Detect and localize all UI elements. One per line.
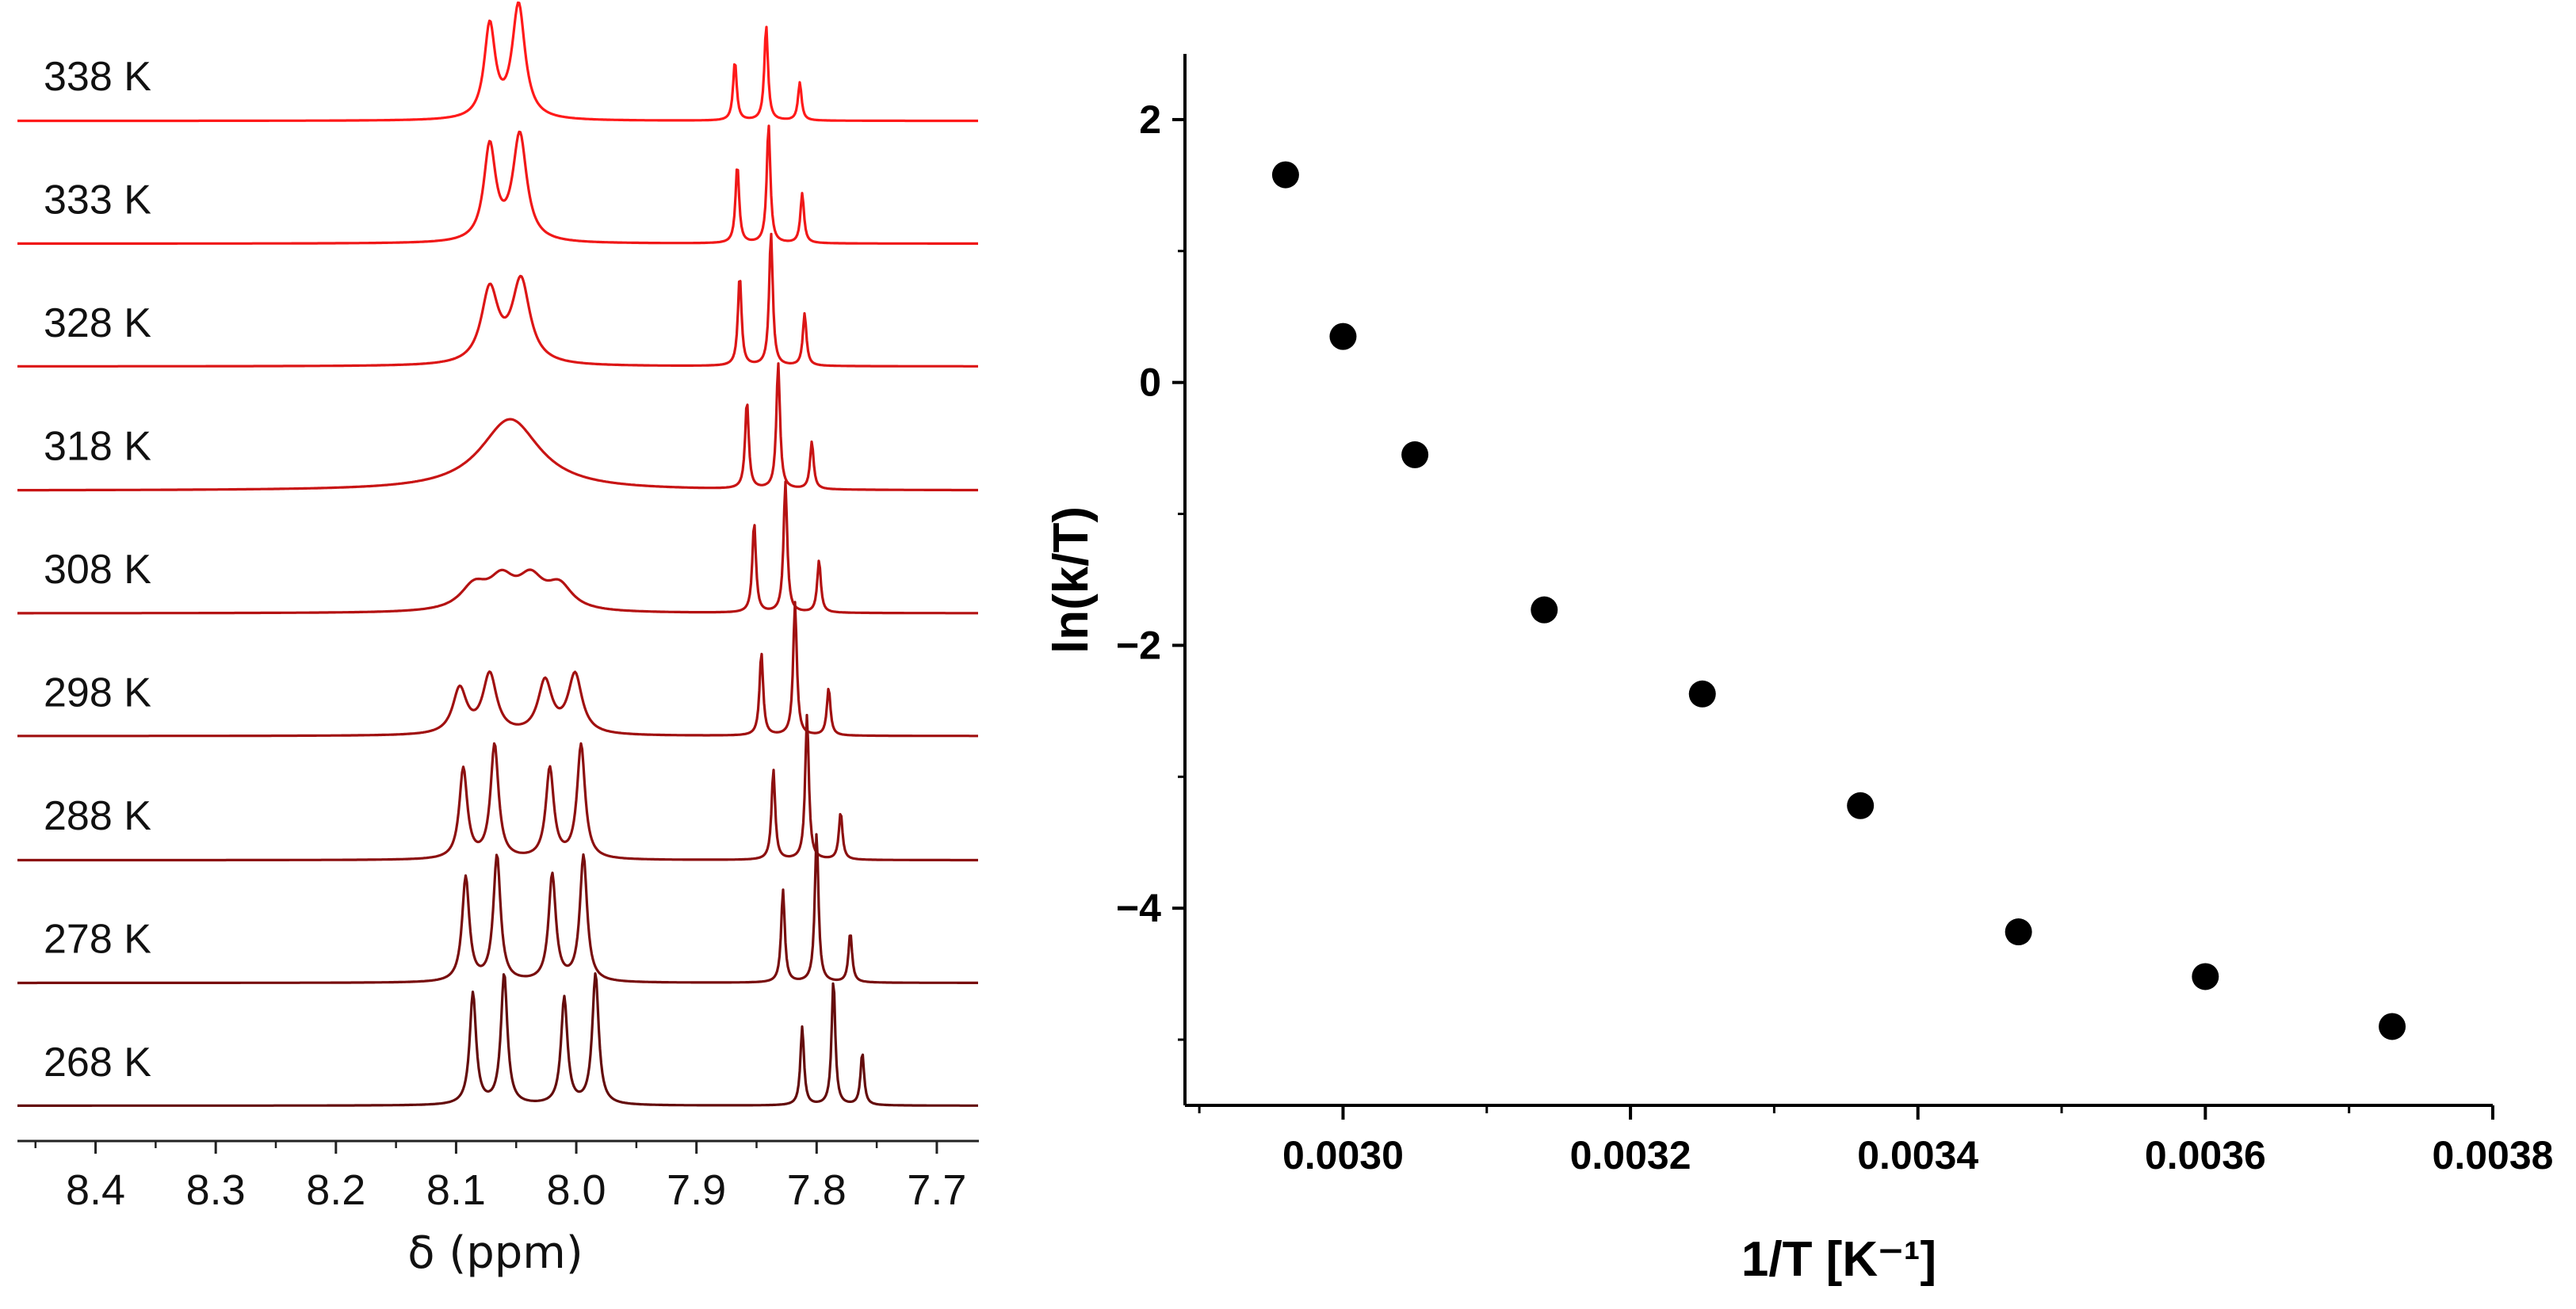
eyring-data-point (1329, 322, 1357, 350)
eyring-data-point (1401, 441, 1429, 468)
nmr-temperature-label: 278 K (44, 917, 151, 963)
nmr-spectrum-trace (17, 124, 979, 245)
nmr-x-ticks: 8.4 8.3 8.2 8.1 8.0 7.9 7.8 7.7 (34, 1141, 966, 1214)
nmr-spectrum-trace (17, 480, 979, 615)
eyring-x-axis-title: 1/T [K⁻¹] (1741, 1232, 1936, 1287)
nmr-x-tick-label: 8.0 (547, 1166, 606, 1214)
nmr-x-axis-title: δ (ppm) (407, 1227, 583, 1279)
nmr-x-tick-label: 8.3 (186, 1166, 246, 1214)
nmr-x-tick-label: 8.4 (66, 1166, 125, 1214)
eyring-x-tick-label: 0.0038 (2433, 1133, 2554, 1177)
eyring-data-points (1271, 161, 2406, 1040)
eyring-x-tick-label: 0.0032 (1570, 1133, 1691, 1177)
nmr-spectrum-trace (17, 601, 979, 738)
nmr-stacked-spectra-panel: 338 K 333 K 328 K 318 K 308 K 298 K 288 K 278 K… (17, 1, 979, 1279)
nmr-spectrum-trace (17, 972, 979, 1107)
eyring-data-point (2192, 963, 2219, 990)
nmr-temperature-label: 288 K (44, 793, 151, 839)
eyring-data-point (1271, 161, 1299, 189)
eyring-y-tick-label: 0 (1139, 361, 1161, 405)
nmr-x-tick-label: 7.8 (787, 1166, 847, 1214)
eyring-data-point (1531, 596, 1558, 624)
nmr-temperature-label: 338 K (44, 54, 151, 100)
eyring-plot-panel: 2 0 −2 −4 0.0030 0.0032 0.0034 0.0036 0.0038 ln… (1044, 54, 2553, 1287)
nmr-temperature-label: 328 K (44, 300, 151, 346)
eyring-y-ticks: 2 0 −2 −4 (1116, 97, 1185, 1041)
eyring-y-tick-label: −2 (1116, 623, 1161, 667)
nmr-x-tick-label: 7.7 (907, 1166, 966, 1214)
eyring-y-tick-label: 2 (1139, 97, 1161, 142)
nmr-temperature-label: 308 K (44, 547, 151, 593)
eyring-data-point (2005, 918, 2032, 946)
nmr-temperature-label: 268 K (44, 1040, 151, 1086)
nmr-temperature-labels: 338 K 333 K 328 K 318 K 308 K 298 K 288 K 278 K… (44, 54, 151, 1086)
eyring-y-axis-title: ln(k/T) (1044, 506, 1099, 654)
nmr-temperature-label: 318 K (44, 424, 151, 470)
eyring-x-tick-label: 0.0030 (1282, 1133, 1404, 1177)
nmr-temperature-label: 298 K (44, 670, 151, 716)
nmr-temperature-label: 333 K (44, 177, 151, 223)
eyring-x-tick-label: 0.0036 (2145, 1133, 2266, 1177)
nmr-spectrum-trace (17, 232, 979, 368)
nmr-x-tick-label: 7.9 (667, 1166, 726, 1214)
nmr-x-tick-label: 8.2 (306, 1166, 365, 1214)
eyring-y-tick-label: −4 (1116, 886, 1161, 930)
eyring-data-point (1688, 680, 1716, 708)
nmr-spectrum-trace (17, 833, 979, 985)
eyring-data-point (2379, 1013, 2406, 1040)
eyring-x-tick-label: 0.0034 (1857, 1133, 1978, 1177)
nmr-spectrum-trace (17, 1, 979, 123)
nmr-spectrum-trace (17, 362, 979, 492)
nmr-spectra-group (17, 1, 979, 1107)
nmr-x-tick-label: 8.1 (426, 1166, 486, 1214)
eyring-data-point (1847, 792, 1875, 819)
eyring-x-ticks: 0.0030 0.0032 0.0034 0.0036 0.0038 (1198, 1105, 2554, 1177)
